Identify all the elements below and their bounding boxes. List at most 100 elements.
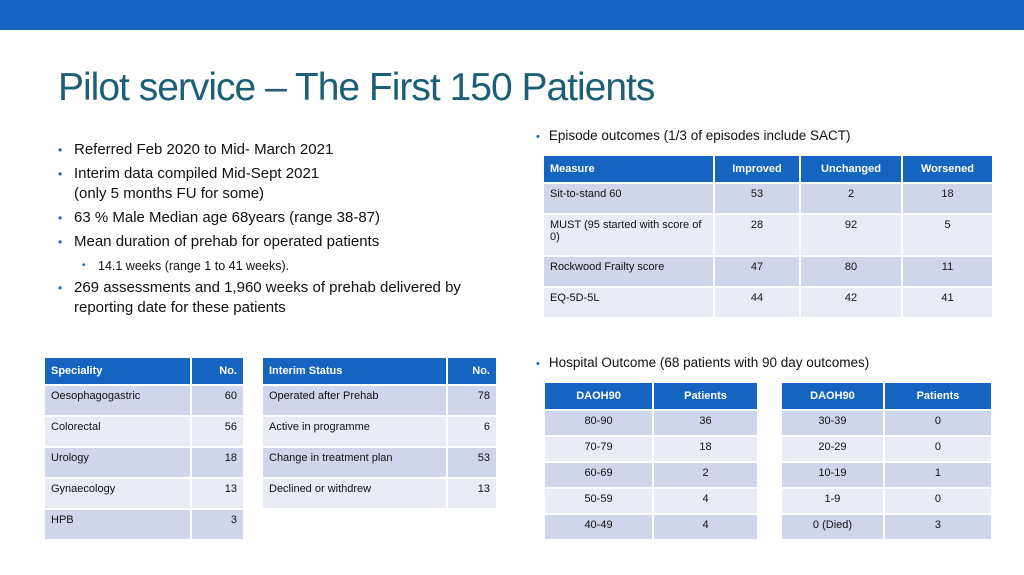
bullet-dot-icon: • bbox=[58, 281, 63, 295]
table-row: Sit-to-stand 60 53 2 18 bbox=[544, 184, 992, 213]
column-header: Interim Status bbox=[263, 358, 446, 384]
table-cell: 41 bbox=[903, 288, 992, 317]
daoh90-table-high: DAOH90 Patients 80-90 36 70-79 18 60-69 2 50-59 4… bbox=[543, 381, 759, 541]
table-row: 30-39 0 bbox=[782, 411, 991, 435]
column-header: Unchanged bbox=[801, 156, 901, 182]
bullet-item: • 269 assessments and 1,960 weeks of preh… bbox=[58, 278, 518, 318]
bullet-text: reporting date for these patients bbox=[74, 299, 286, 316]
bullet-dot-icon: • bbox=[58, 235, 63, 249]
column-header: DAOH90 bbox=[782, 383, 883, 409]
table-cell: 4 bbox=[654, 515, 757, 539]
table-row: 20-29 0 bbox=[782, 437, 991, 461]
table-cell: Sit-to-stand 60 bbox=[544, 184, 713, 213]
table-cell: 10-19 bbox=[782, 463, 883, 487]
table-row: Rockwood Frailty score 47 80 11 bbox=[544, 257, 992, 286]
column-header: No. bbox=[192, 358, 243, 384]
bullet-text: Mean duration of prehab for operated pat… bbox=[74, 233, 380, 250]
table-row: Colorectal 56 bbox=[45, 417, 243, 446]
table-cell: 0 bbox=[884, 437, 991, 461]
table-row: Gynaecology 13 bbox=[45, 479, 243, 508]
table-row: Oesophagogastric 60 bbox=[45, 386, 243, 415]
table-cell: 3 bbox=[884, 515, 991, 539]
table-row: Declined or withdrew 13 bbox=[263, 479, 496, 508]
table-cell: Operated after Prehab bbox=[263, 386, 446, 415]
table-cell: 1-9 bbox=[782, 489, 883, 513]
table-row: 10-19 1 bbox=[782, 463, 991, 487]
bullet-dot-icon: • bbox=[536, 358, 540, 370]
table-cell: 5 bbox=[903, 215, 992, 255]
episode-outcomes-table: Measure Improved Unchanged Worsened Sit-to-s… bbox=[542, 154, 994, 319]
bullet-dot-icon: • bbox=[536, 131, 540, 143]
table-cell: 2 bbox=[654, 463, 757, 487]
table-cell: 20-29 bbox=[782, 437, 883, 461]
table-cell: 47 bbox=[715, 257, 799, 286]
episode-outcomes-note: • Episode outcomes (1/3 of episodes inclu… bbox=[536, 128, 851, 143]
column-header: Measure bbox=[544, 156, 713, 182]
bullet-dot-icon: • bbox=[58, 211, 63, 225]
bullet-item: • Interim data compiled Mid-Sept 2021 (onl… bbox=[58, 164, 518, 204]
table-row: 40-49 4 bbox=[545, 515, 757, 539]
table-cell: 18 bbox=[192, 448, 243, 477]
sub-bullet-item: • 14.1 weeks (range 1 to 41 weeks). bbox=[58, 256, 518, 276]
column-header: Worsened bbox=[903, 156, 992, 182]
table-cell: 50-59 bbox=[545, 489, 653, 513]
table-cell: 0 bbox=[884, 489, 991, 513]
table-cell: Gynaecology bbox=[45, 479, 191, 508]
table-cell: 92 bbox=[801, 215, 901, 255]
table-cell: 78 bbox=[448, 386, 496, 415]
column-header: Speciality bbox=[45, 358, 191, 384]
table-cell: 6 bbox=[448, 417, 496, 446]
hospital-outcome-note: • Hospital Outcome (68 patients with 90 d… bbox=[536, 355, 869, 370]
table-cell: 30-39 bbox=[782, 411, 883, 435]
column-header: No. bbox=[448, 358, 496, 384]
interim-status-table: Interim Status No. Operated after Prehab 78… bbox=[261, 356, 498, 510]
table-cell: 3 bbox=[192, 510, 243, 539]
table-cell: 40-49 bbox=[545, 515, 653, 539]
table-row: 0 (Died) 3 bbox=[782, 515, 991, 539]
table-cell: 18 bbox=[654, 437, 757, 461]
table-row: 50-59 4 bbox=[545, 489, 757, 513]
table-cell: 13 bbox=[448, 479, 496, 508]
column-header: Improved bbox=[715, 156, 799, 182]
table-row: Change in treatment plan 53 bbox=[263, 448, 496, 477]
table-cell: Active in programme bbox=[263, 417, 446, 446]
table-cell: Urology bbox=[45, 448, 191, 477]
bullet-text: 14.1 weeks (range 1 to 41 weeks). bbox=[98, 259, 290, 273]
table-row: Active in programme 6 bbox=[263, 417, 496, 446]
bullet-text: Interim data compiled Mid-Sept 2021 bbox=[74, 165, 320, 182]
table-cell: Declined or withdrew bbox=[263, 479, 446, 508]
table-row: EQ-5D-5L 44 42 41 bbox=[544, 288, 992, 317]
table-row: HPB 3 bbox=[45, 510, 243, 539]
table-cell: 4 bbox=[654, 489, 757, 513]
table-cell: 60-69 bbox=[545, 463, 653, 487]
table-row: 1-9 0 bbox=[782, 489, 991, 513]
bullet-item: • Mean duration of prehab for operated pa… bbox=[58, 232, 518, 252]
table-cell: 1 bbox=[884, 463, 991, 487]
bullet-item: • 63 % Male Median age 68years (range 38-… bbox=[58, 208, 518, 228]
table-cell: 28 bbox=[715, 215, 799, 255]
table-cell: 2 bbox=[801, 184, 901, 213]
bullet-dot-icon: • bbox=[82, 260, 86, 271]
table-cell: 42 bbox=[801, 288, 901, 317]
table-cell: 60 bbox=[192, 386, 243, 415]
table-row: Operated after Prehab 78 bbox=[263, 386, 496, 415]
table-cell: 36 bbox=[654, 411, 757, 435]
table-row: Urology 18 bbox=[45, 448, 243, 477]
table-cell: 0 bbox=[884, 411, 991, 435]
bullet-text: 269 assessments and 1,960 weeks of preha… bbox=[74, 279, 461, 296]
column-header: DAOH90 bbox=[545, 383, 653, 409]
bullet-item: • Referred Feb 2020 to Mid- March 2021 bbox=[58, 140, 518, 160]
table-cell: 44 bbox=[715, 288, 799, 317]
table-cell: Oesophagogastric bbox=[45, 386, 191, 415]
table-cell: 0 (Died) bbox=[782, 515, 883, 539]
table-cell: 70-79 bbox=[545, 437, 653, 461]
top-banner bbox=[0, 0, 1024, 30]
bullet-dot-icon: • bbox=[58, 143, 63, 157]
slide-title: Pilot service – The First 150 Patients bbox=[58, 66, 655, 109]
bullet-text: (only 5 months FU for some) bbox=[74, 185, 265, 202]
table-cell: 80-90 bbox=[545, 411, 653, 435]
table-cell: 56 bbox=[192, 417, 243, 446]
table-row: 80-90 36 bbox=[545, 411, 757, 435]
bullet-text: Referred Feb 2020 to Mid- March 2021 bbox=[74, 141, 334, 158]
table-cell: Change in treatment plan bbox=[263, 448, 446, 477]
